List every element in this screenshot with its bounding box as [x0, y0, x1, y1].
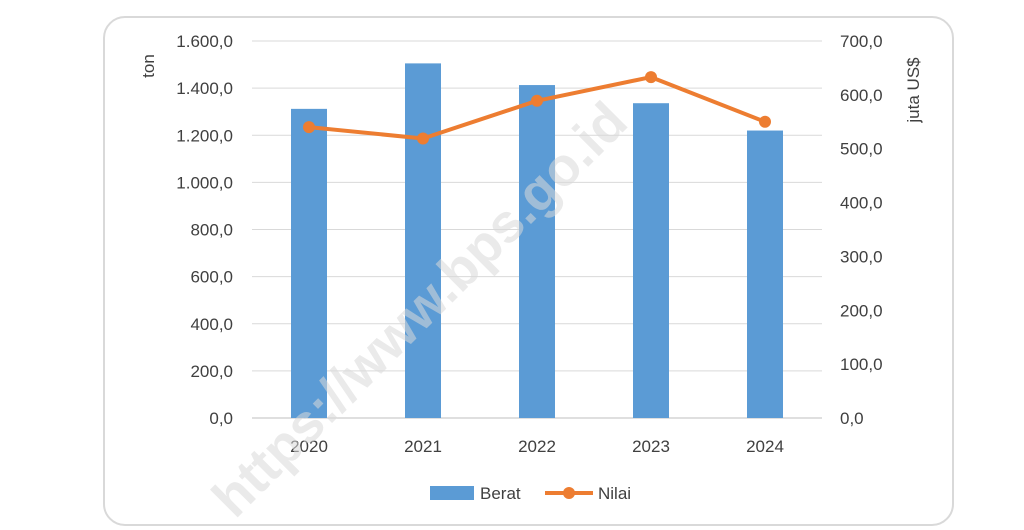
x-tick-label: 2022	[518, 437, 556, 456]
legend: Berat Nilai	[430, 484, 631, 503]
y-tick-label: 1.200,0	[176, 126, 233, 145]
y-tick-label: 0,0	[209, 409, 233, 428]
line-point	[303, 121, 315, 134]
line-point	[417, 132, 429, 145]
bar	[747, 130, 783, 418]
y2-tick-label: 200,0	[840, 301, 883, 320]
y-tick-label: 400,0	[190, 315, 233, 334]
y2-tick-label: 0,0	[840, 409, 864, 428]
y-tick-label: 600,0	[190, 268, 233, 287]
legend-swatch-marker	[563, 487, 575, 499]
y-tick-label: 1.000,0	[176, 173, 233, 192]
bar	[291, 108, 327, 419]
x-tick-label: 2023	[632, 437, 670, 456]
y-tick-label: 200,0	[190, 362, 233, 381]
line-point	[645, 71, 657, 84]
legend-swatch-bar	[430, 486, 474, 500]
y-tick-label: 1.600,0	[176, 32, 233, 51]
x-axis-ticks: 2020 2021 2022 2023 2024	[290, 437, 784, 456]
legend-label: Nilai	[598, 484, 631, 503]
y-tick-label: 1.400,0	[176, 79, 233, 98]
y2-axis-title: juta US$	[904, 57, 923, 124]
x-tick-label: 2020	[290, 437, 328, 456]
bar	[633, 103, 669, 418]
y-tick-label: 800,0	[190, 221, 233, 240]
y2-tick-label: 100,0	[840, 355, 883, 374]
line-series	[303, 71, 771, 145]
y-axis-ticks: 0,0 200,0 400,0 600,0 800,0 1.000,0 1.200,0 1.4…	[176, 32, 233, 428]
y2-tick-label: 400,0	[840, 194, 883, 213]
y-axis-title: ton	[139, 54, 158, 78]
x-tick-label: 2021	[404, 437, 442, 456]
y2-tick-label: 500,0	[840, 140, 883, 159]
line-point	[759, 115, 771, 128]
bar-series	[291, 63, 783, 419]
line-point	[531, 94, 543, 107]
y2-axis-ticks: 0,0 100,0 200,0 300,0 400,0 500,0 600,0 700,0	[840, 32, 883, 428]
legend-label: Berat	[480, 484, 521, 503]
bar	[519, 85, 555, 418]
y2-tick-label: 300,0	[840, 247, 883, 266]
y2-tick-label: 700,0	[840, 32, 883, 51]
bar	[405, 63, 441, 419]
x-tick-label: 2024	[746, 437, 784, 456]
y2-tick-label: 600,0	[840, 86, 883, 105]
